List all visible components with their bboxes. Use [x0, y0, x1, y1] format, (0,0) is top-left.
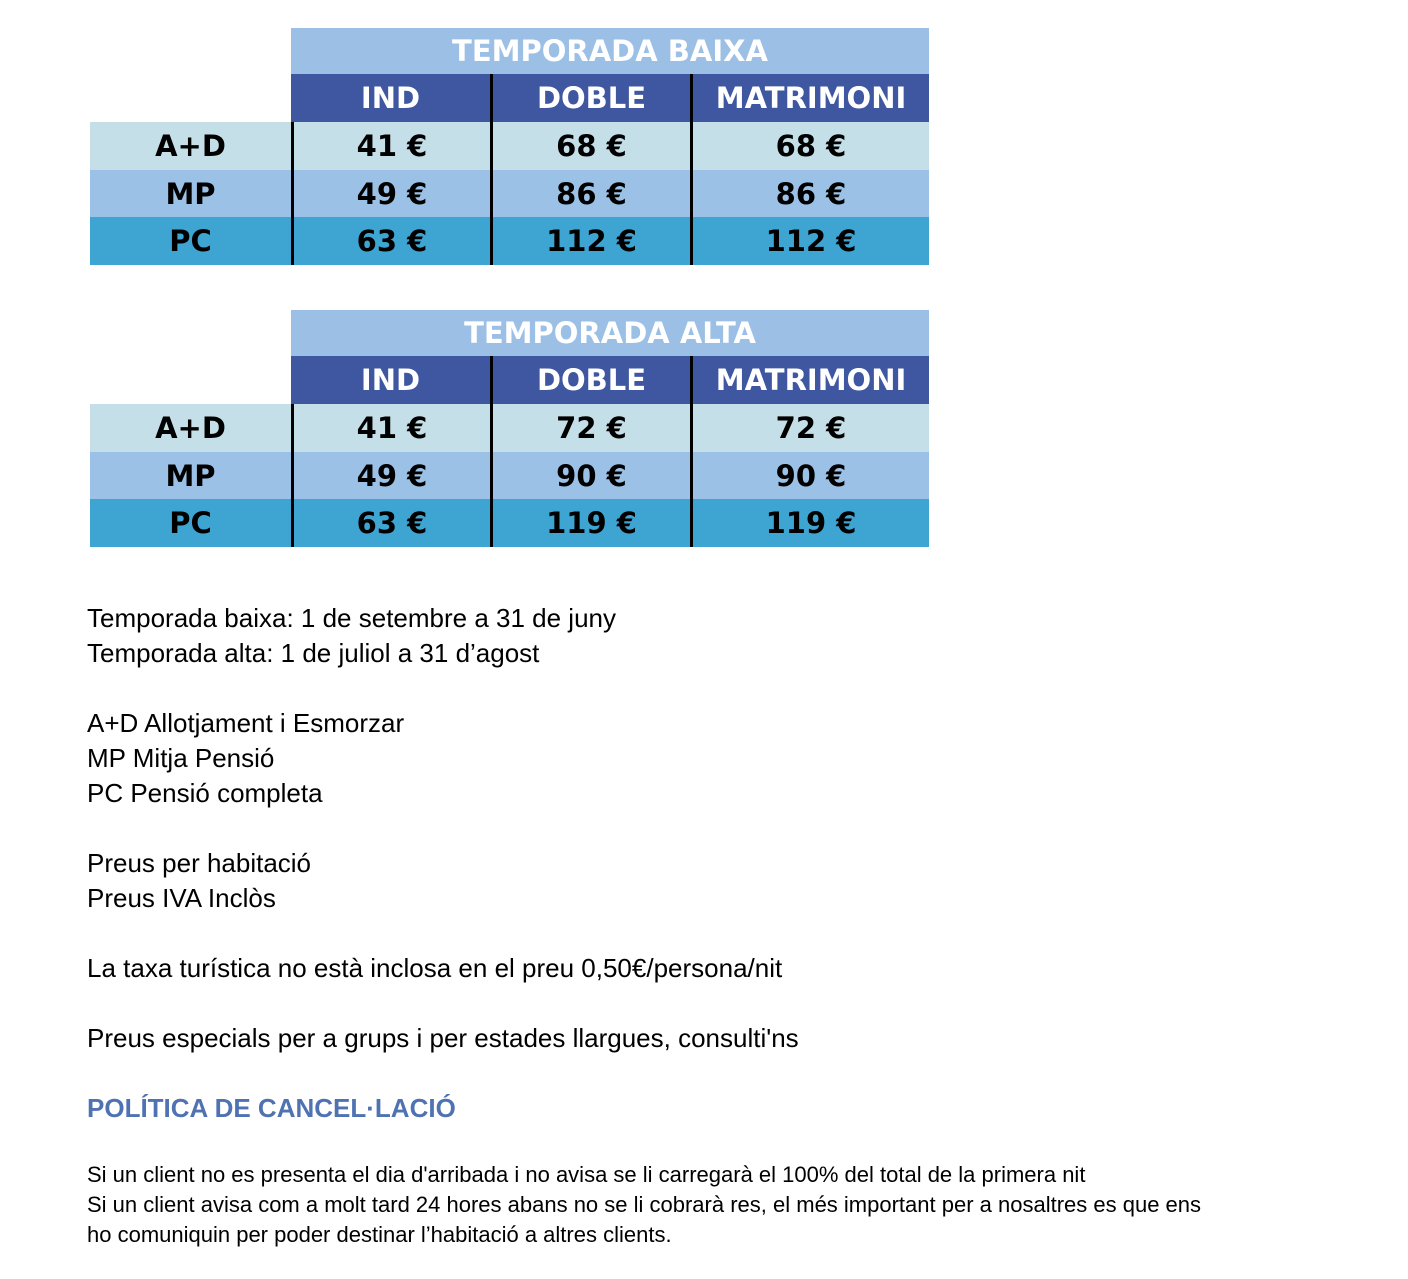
- note-line: La taxa turística no està inclosa en el …: [87, 953, 783, 983]
- row-label: MP: [90, 170, 291, 217]
- column-header: MATRIMONI: [690, 356, 929, 404]
- note-line: PC Pensió completa: [87, 778, 323, 808]
- policy-line: Si un client no es presenta el dia d'arr…: [87, 1162, 1086, 1187]
- price-cell: 41 €: [291, 404, 490, 452]
- price-cell: 90 €: [690, 452, 929, 499]
- policy-heading: POLÍTICA DE CANCEL·LACIÓ: [87, 1093, 456, 1123]
- price-cell: 112 €: [490, 217, 690, 265]
- row-label: A+D: [90, 404, 291, 452]
- row-label: A+D: [90, 122, 291, 170]
- policy-line: Si un client avisa com a molt tard 24 ho…: [87, 1192, 1202, 1217]
- price-cell: 72 €: [690, 404, 929, 452]
- column-header: MATRIMONI: [690, 74, 929, 122]
- column-header: IND: [291, 356, 490, 404]
- price-cell: 49 €: [291, 452, 490, 499]
- row-label: PC: [90, 217, 291, 265]
- note-line: A+D Allotjament i Esmorzar: [87, 708, 405, 738]
- column-header: DOBLE: [490, 74, 690, 122]
- price-cell: 119 €: [490, 499, 690, 547]
- column-header: DOBLE: [490, 356, 690, 404]
- price-cell: 90 €: [490, 452, 690, 499]
- row-label: MP: [90, 452, 291, 499]
- note-line: Preus IVA Inclòs: [87, 883, 276, 913]
- price-cell: 86 €: [690, 170, 929, 217]
- note-line: Temporada baixa: 1 de setembre a 31 de j…: [87, 603, 617, 633]
- price-cell: 68 €: [490, 122, 690, 170]
- price-cell: 63 €: [291, 499, 490, 547]
- policy-line: ho comuniquin per poder destinar l’habit…: [87, 1222, 672, 1247]
- column-header: IND: [291, 74, 490, 122]
- note-line: Preus especials per a grups i per estade…: [87, 1023, 799, 1053]
- price-cell: 86 €: [490, 170, 690, 217]
- row-label: PC: [90, 499, 291, 547]
- table-title: TEMPORADA BAIXA: [291, 28, 929, 74]
- price-cell: 41 €: [291, 122, 490, 170]
- note-line: Temporada alta: 1 de juliol a 31 d’agost: [87, 638, 540, 668]
- price-cell: 72 €: [490, 404, 690, 452]
- price-cell: 112 €: [690, 217, 929, 265]
- price-cell: 68 €: [690, 122, 929, 170]
- note-line: MP Mitja Pensió: [87, 743, 275, 773]
- price-cell: 63 €: [291, 217, 490, 265]
- table-title: TEMPORADA ALTA: [291, 310, 929, 356]
- price-cell: 119 €: [690, 499, 929, 547]
- price-cell: 49 €: [291, 170, 490, 217]
- note-line: Preus per habitació: [87, 848, 312, 878]
